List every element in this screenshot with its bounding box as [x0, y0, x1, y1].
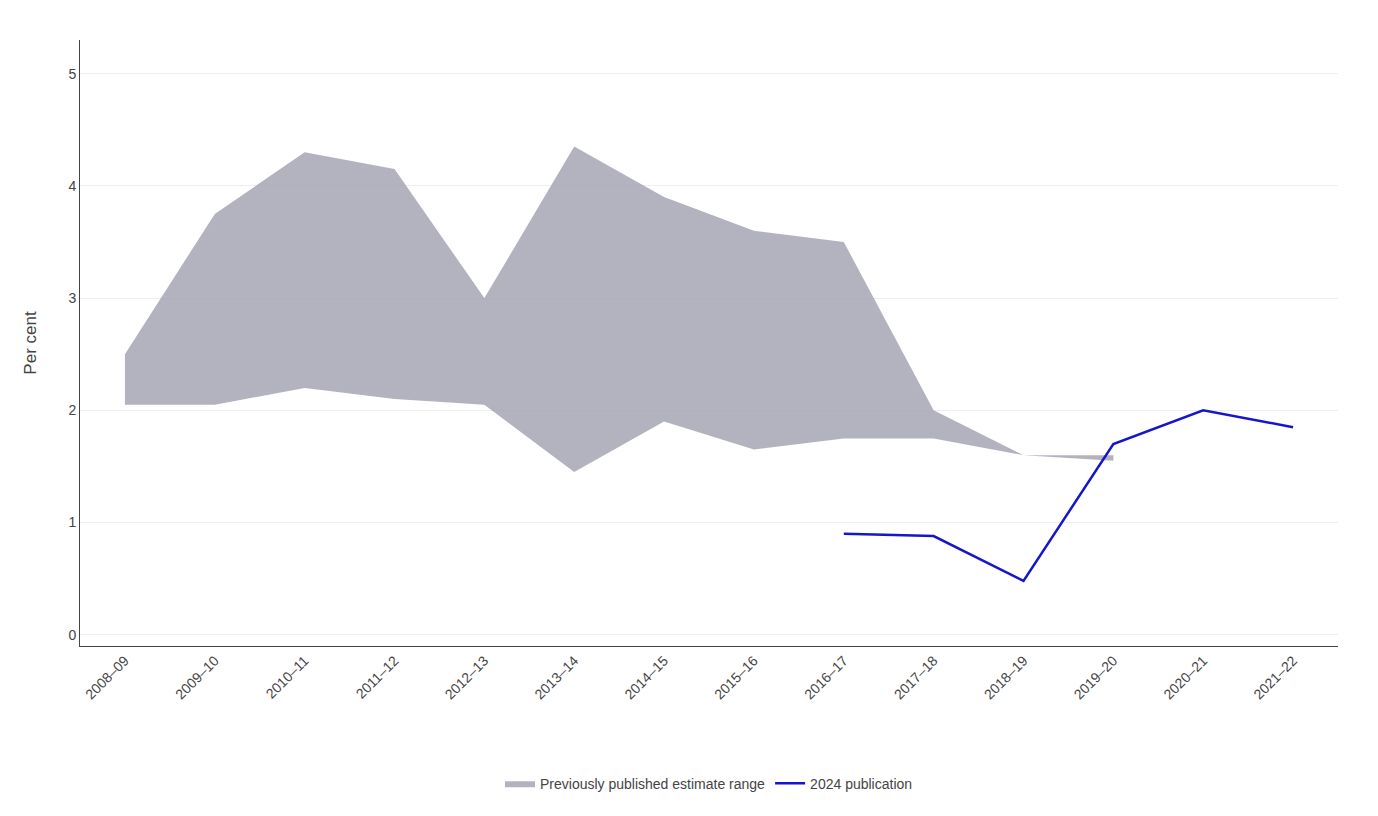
svg-text:2012–13: 2012–13 [442, 652, 492, 702]
svg-text:3: 3 [68, 290, 76, 306]
svg-text:2011–12: 2011–12 [352, 652, 401, 701]
svg-text:2018–19: 2018–19 [981, 652, 1031, 702]
svg-text:1: 1 [68, 514, 76, 530]
svg-text:Previously published estimate: Previously published estimate range [540, 776, 765, 792]
svg-text:2010–11: 2010–11 [263, 652, 312, 701]
svg-text:2008–09: 2008–09 [82, 652, 132, 702]
svg-text:2013–14: 2013–14 [531, 652, 581, 702]
svg-text:2009–10: 2009–10 [172, 652, 222, 702]
svg-text:2024 publication: 2024 publication [810, 776, 912, 792]
svg-text:2016–17: 2016–17 [801, 652, 851, 702]
svg-text:2: 2 [68, 402, 76, 418]
svg-text:0: 0 [68, 627, 76, 643]
svg-text:2017–18: 2017–18 [891, 652, 941, 702]
svg-text:2021–22: 2021–22 [1250, 652, 1300, 702]
svg-text:2019–20: 2019–20 [1071, 652, 1121, 702]
svg-text:5: 5 [68, 66, 76, 82]
svg-text:Per cent: Per cent [21, 311, 40, 375]
svg-text:2020–21: 2020–21 [1160, 652, 1210, 702]
svg-text:2015–16: 2015–16 [711, 652, 761, 702]
svg-text:2014–15: 2014–15 [621, 652, 671, 702]
svg-text:4: 4 [68, 178, 76, 194]
